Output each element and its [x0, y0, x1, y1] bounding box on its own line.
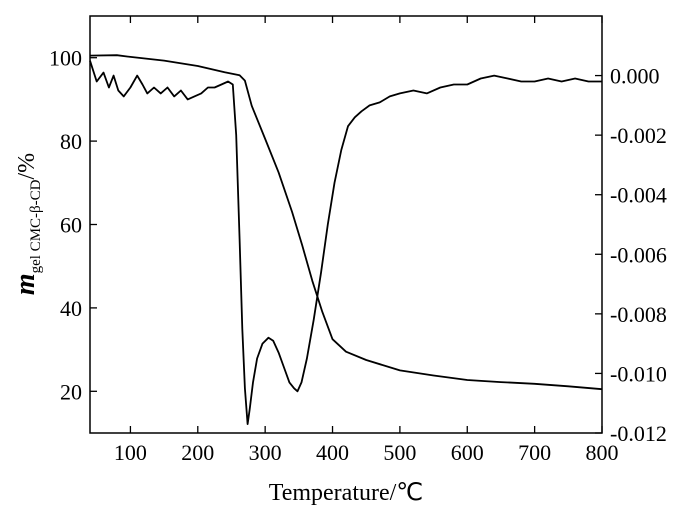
x-tick-label: 200: [181, 440, 214, 465]
y-right-tick-label: -0.008: [610, 302, 667, 327]
y-axis-title-subscript: gel CMC-β-CD: [28, 179, 44, 273]
tga-curve: [89, 54, 603, 391]
y-left-tick-label: 60: [60, 213, 82, 238]
x-tick-label: 700: [518, 440, 551, 465]
y-right-tick-label: -0.006: [610, 242, 667, 267]
y-right-tick-label: -0.002: [610, 123, 667, 148]
series-group: [89, 54, 603, 425]
y-right-tick-label: -0.012: [610, 421, 667, 446]
y-left-tick-label: 20: [60, 379, 82, 404]
y-left-tick-label: 40: [60, 296, 82, 321]
y-axis-title-suffix: /%: [14, 153, 40, 180]
y-right-tick-label: 0.000: [610, 64, 660, 89]
x-tick-label: 300: [249, 440, 282, 465]
x-tick-label: 600: [451, 440, 484, 465]
y-right-tick-label: -0.010: [610, 361, 667, 386]
x-axis-title: Temperature/℃: [269, 480, 424, 506]
axis-ticks: [90, 16, 603, 434]
x-tick-label: 800: [586, 440, 619, 465]
y-right-tick-label: -0.004: [610, 183, 667, 208]
x-tick-label: 500: [383, 440, 416, 465]
plot-frame: [89, 15, 603, 434]
x-tick-label: 100: [114, 440, 147, 465]
x-tick-label: 400: [316, 440, 349, 465]
tick-labels: 100 200 300 400 500 600 700 800 20 40 60 80 100 0.000…: [49, 46, 667, 465]
y-axis-title-italic: m: [10, 273, 41, 295]
y-axis-title-left: mgel CMC-β-CD/%: [10, 153, 44, 295]
y-left-tick-label: 100: [49, 46, 82, 71]
dtg-curve: [89, 60, 602, 425]
y-left-tick-label: 80: [60, 129, 82, 154]
